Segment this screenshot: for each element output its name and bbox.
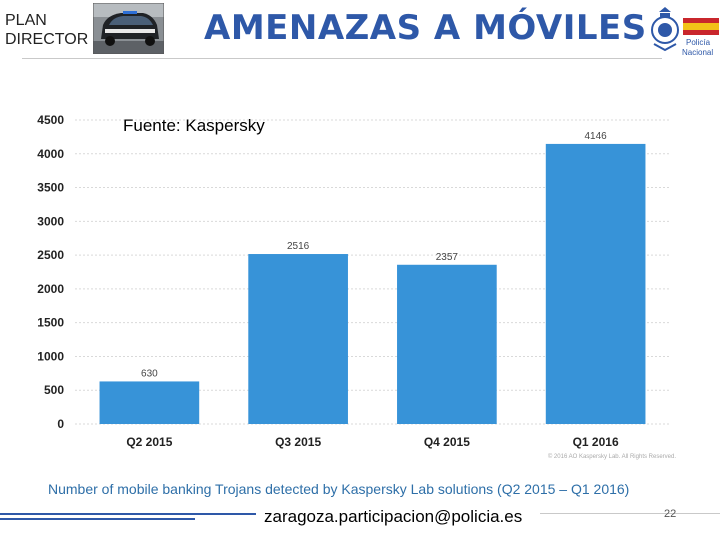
- bar: [99, 381, 200, 424]
- bar: [545, 143, 646, 424]
- x-category-label: Q4 2015: [424, 435, 470, 449]
- logo-text-line2: Nacional: [682, 48, 713, 57]
- bar: [248, 254, 348, 424]
- chart-caption: Number of mobile banking Trojans detecte…: [48, 481, 630, 497]
- spanish-flag-icon: [683, 18, 719, 35]
- shield-icon: [651, 7, 679, 52]
- bar-data-labels: 630 2516 2357 4146: [141, 131, 607, 380]
- y-axis-ticks: 0 500 1000 1500 2000 2500 3000 3500 4000 4500: [37, 113, 64, 431]
- y-tick-label: 3000: [37, 214, 64, 228]
- x-axis-categories: Q2 2015 Q3 2015 Q4 2015 Q1 2016: [126, 435, 619, 449]
- y-tick-label: 1500: [37, 316, 64, 330]
- y-tick-label: 1000: [37, 349, 64, 363]
- bar-value-label: 2357: [436, 252, 459, 263]
- bar-value-label: 630: [141, 368, 158, 379]
- y-tick-label: 500: [44, 383, 64, 397]
- bar-value-label: 4146: [585, 131, 608, 142]
- bar-chart: 0 500 1000 1500 2000 2500 3000 3500 4000 4500 630…: [37, 113, 676, 460]
- y-tick-label: 3500: [37, 181, 64, 195]
- bar: [397, 264, 497, 424]
- plan-label-line1: PLAN: [5, 12, 47, 29]
- footer-accent-line-short: [0, 518, 195, 520]
- y-tick-label: 2000: [37, 282, 64, 296]
- source-note: Fuente: Kaspersky: [123, 116, 265, 135]
- plan-director-label: PLAN DIRECTOR: [5, 11, 88, 49]
- footer-accent-line: [0, 513, 256, 515]
- chart-bars: [99, 143, 646, 424]
- footer-email: zaragoza.participacion@policia.es: [264, 507, 523, 526]
- x-category-label: Q3 2015: [275, 435, 321, 449]
- y-tick-label: 4000: [37, 147, 64, 161]
- x-category-label: Q2 2015: [126, 435, 172, 449]
- bar-value-label: 2516: [287, 241, 310, 252]
- police-car-photo: [93, 3, 164, 54]
- policia-nacional-emblem: Policía Nacional: [651, 7, 719, 57]
- y-tick-label: 2500: [37, 248, 64, 262]
- chart-grid: [75, 119, 670, 425]
- logo-text-line1: Policía: [686, 38, 711, 47]
- header-divider: [22, 58, 662, 59]
- page-number: 22: [664, 508, 677, 520]
- x-category-label: Q1 2016: [573, 435, 619, 449]
- plan-label-line2: DIRECTOR: [5, 31, 89, 48]
- footer-divider: [540, 513, 720, 514]
- y-tick-label: 0: [57, 417, 64, 431]
- chart-copyright: © 2016 AO Kaspersky Lab. All Rights Rese…: [548, 453, 676, 460]
- page-title: AMENAZAS A MÓVILES: [204, 8, 647, 48]
- y-tick-label: 4500: [37, 113, 64, 127]
